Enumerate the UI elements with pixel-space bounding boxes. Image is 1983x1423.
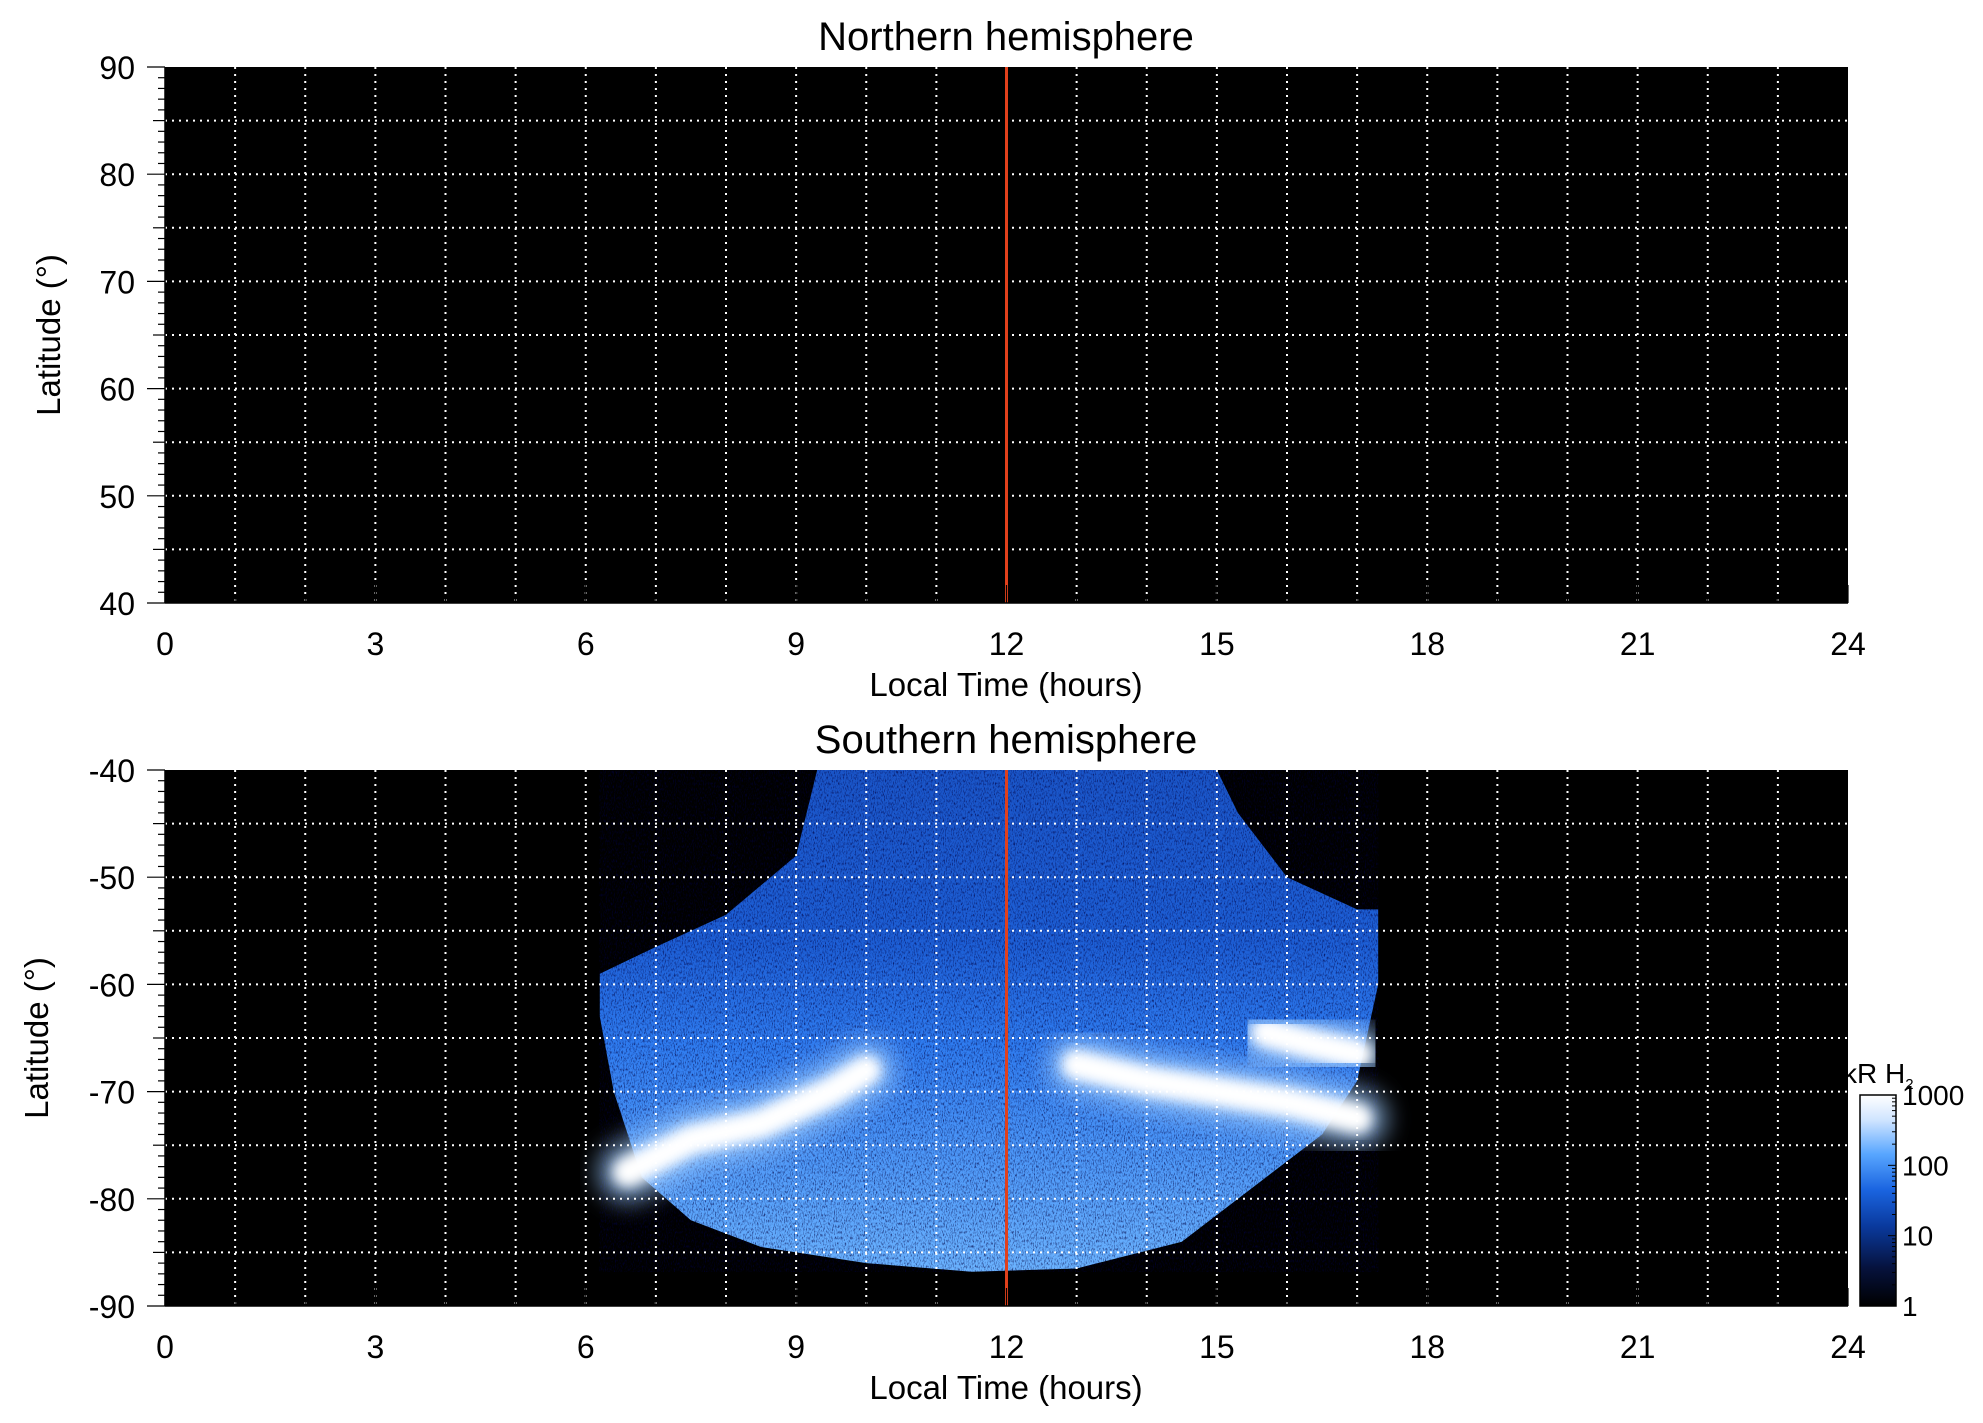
north-x-tick-label: 9 [787, 626, 805, 662]
south-y-axis-label: Latitude (°) [18, 957, 55, 1119]
north-x-tick-label: 24 [1830, 626, 1866, 662]
south-aurora-band-3 [1251, 1017, 1373, 1070]
north-y-tick-label: 50 [99, 479, 135, 515]
north-x-tick-labels: 0 3 6 9 12 15 18 21 24 [156, 626, 1866, 662]
north-title: Northern hemisphere [818, 15, 1194, 59]
north-y-tick-label: 60 [99, 372, 135, 408]
north-y-axis-label: Latitude (°) [30, 254, 67, 416]
colorbar-tick-label: 1000 [1902, 1080, 1964, 1111]
south-y-tick-label: -90 [89, 1289, 135, 1325]
colorbar-unit-subscript: 2 [1905, 1076, 1913, 1093]
south-x-tick-label: 21 [1620, 1329, 1656, 1365]
north-x-tick-label: 21 [1620, 626, 1656, 662]
south-x-tick-label: 15 [1199, 1329, 1235, 1365]
colorbar-ticks: 1000 100 10 1 [1888, 1080, 1964, 1322]
north-y-tick-label: 80 [99, 157, 135, 193]
colorbar: kR H2 1000 100 10 1 [1843, 1058, 1964, 1322]
south-y-tick-labels: -40 -50 -60 -70 -80 -90 [89, 753, 135, 1325]
north-x-tick-label: 12 [989, 626, 1025, 662]
south-title: Southern hemisphere [815, 718, 1197, 762]
south-y-tick-label: -60 [89, 967, 135, 1003]
colorbar-unit-label: kR H2 [1843, 1058, 1914, 1093]
south-x-axis-label: Local Time (hours) [869, 1369, 1142, 1406]
colorbar-tick-label: 10 [1902, 1221, 1933, 1252]
north-ticks [147, 66, 1849, 604]
south-x-tick-label: 0 [156, 1329, 174, 1365]
south-y-tick-label: -40 [89, 753, 135, 789]
colorbar-scale [1859, 1094, 1897, 1307]
south-y-tick-label: -70 [89, 1075, 135, 1111]
south-coverage-region [599, 770, 1379, 1272]
south-ticks [147, 769, 1849, 1307]
north-x-tick-label: 0 [156, 626, 174, 662]
south-x-tick-label: 24 [1830, 1329, 1866, 1365]
south-y-tick-label: -50 [89, 860, 135, 896]
north-y-tick-label: 70 [99, 264, 135, 300]
south-aurora-band-1 [612, 1055, 882, 1187]
south-x-tick-label: 18 [1409, 1329, 1445, 1365]
south-y-tick-label: -80 [89, 1182, 135, 1218]
north-x-tick-label: 15 [1199, 626, 1235, 662]
south-panel: Southern hemisphere 0 3 6 9 12 15 18 21 24 -40 -5… [18, 718, 1866, 1406]
south-x-tick-label: 6 [577, 1329, 595, 1365]
colorbar-tick-label: 100 [1902, 1150, 1949, 1181]
north-x-tick-label: 3 [366, 626, 384, 662]
north-y-tick-labels: 40 50 60 70 80 90 [99, 50, 135, 622]
south-x-tick-labels: 0 3 6 9 12 15 18 21 24 [156, 1329, 1866, 1365]
south-x-tick-label: 12 [989, 1329, 1025, 1365]
colorbar-unit-text: kR H [1843, 1058, 1905, 1089]
north-x-tick-label: 6 [577, 626, 595, 662]
south-coverage-texture [599, 770, 1379, 1272]
south-x-tick-label: 9 [787, 1329, 805, 1365]
south-x-tick-label: 3 [366, 1329, 384, 1365]
north-panel: Northern hemisphere 0 3 6 9 12 15 18 21 24 40 50 6… [30, 15, 1866, 703]
colorbar-tick-label: 1 [1902, 1291, 1918, 1322]
north-y-tick-label: 40 [99, 586, 135, 622]
north-y-tick-label: 90 [99, 50, 135, 86]
north-x-axis-label: Local Time (hours) [869, 666, 1142, 703]
north-x-tick-label: 18 [1409, 626, 1445, 662]
